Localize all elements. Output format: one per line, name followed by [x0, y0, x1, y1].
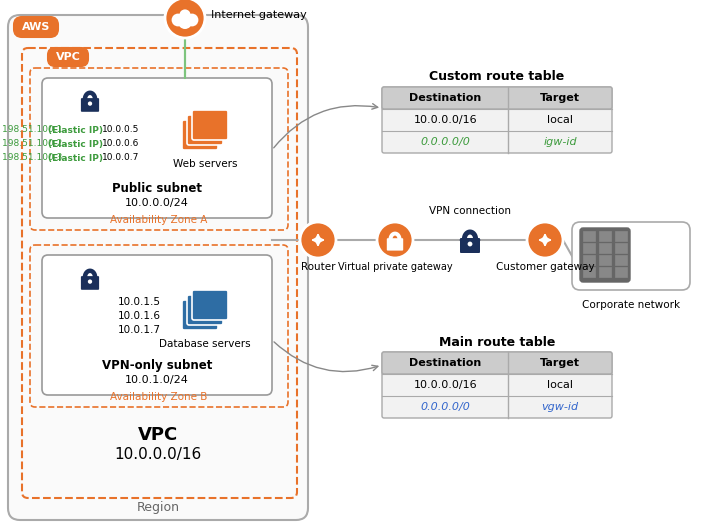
Text: Target: Target [541, 358, 581, 368]
Circle shape [468, 242, 472, 246]
Text: Web servers: Web servers [173, 159, 237, 169]
Circle shape [180, 10, 191, 21]
Text: Destination: Destination [409, 358, 482, 368]
Text: 0.0.0.0/0: 0.0.0.0/0 [420, 402, 470, 412]
Text: (Elastic IP): (Elastic IP) [48, 154, 106, 162]
FancyBboxPatch shape [583, 267, 595, 277]
Text: 10.0.0.0/24: 10.0.0.0/24 [125, 198, 189, 208]
FancyBboxPatch shape [382, 352, 612, 374]
FancyBboxPatch shape [192, 110, 228, 140]
FancyBboxPatch shape [382, 352, 612, 418]
Text: VPN connection: VPN connection [429, 206, 511, 216]
Text: 10.0.0.6: 10.0.0.6 [102, 139, 140, 148]
Text: local: local [548, 380, 574, 390]
Text: Router: Router [300, 262, 336, 272]
FancyBboxPatch shape [615, 255, 627, 265]
Text: Destination: Destination [409, 93, 482, 103]
Circle shape [165, 0, 205, 38]
Circle shape [178, 15, 192, 29]
FancyBboxPatch shape [599, 231, 611, 241]
Text: Availability Zone B: Availability Zone B [110, 392, 208, 402]
FancyBboxPatch shape [580, 228, 630, 282]
Text: 10.0.0.0/16: 10.0.0.0/16 [114, 447, 201, 462]
Text: 10.0.1.0/24: 10.0.1.0/24 [125, 375, 189, 385]
FancyBboxPatch shape [42, 255, 272, 395]
Text: Customer gateway: Customer gateway [496, 262, 595, 272]
Text: VPC: VPC [55, 52, 81, 62]
FancyBboxPatch shape [192, 290, 228, 320]
Circle shape [377, 222, 413, 258]
Circle shape [88, 279, 92, 284]
FancyBboxPatch shape [583, 243, 595, 253]
Text: Public subnet: Public subnet [112, 181, 202, 195]
Text: 10.0.0.5: 10.0.0.5 [102, 126, 140, 135]
Text: Corporate network: Corporate network [582, 300, 680, 310]
Text: 10.0.0.0/16: 10.0.0.0/16 [413, 115, 477, 125]
Text: Database servers: Database servers [159, 339, 251, 349]
Text: igw-id: igw-id [543, 137, 577, 147]
FancyBboxPatch shape [187, 295, 223, 325]
FancyBboxPatch shape [382, 87, 612, 109]
Circle shape [171, 14, 185, 27]
Text: 198.51.100.2: 198.51.100.2 [2, 139, 65, 148]
Circle shape [185, 14, 199, 27]
FancyBboxPatch shape [599, 243, 611, 253]
Text: 10.0.1.7: 10.0.1.7 [118, 325, 161, 335]
Text: AWS: AWS [22, 22, 50, 32]
FancyBboxPatch shape [599, 255, 611, 265]
Text: 198.51.100.1: 198.51.100.1 [2, 126, 65, 135]
FancyBboxPatch shape [615, 231, 627, 241]
Text: (Elastic IP): (Elastic IP) [48, 126, 106, 135]
FancyBboxPatch shape [583, 255, 595, 265]
Text: 0.0.0.0/0: 0.0.0.0/0 [420, 137, 470, 147]
Text: Availability Zone A: Availability Zone A [110, 215, 208, 225]
Text: Region: Region [136, 502, 180, 514]
Circle shape [527, 222, 563, 258]
FancyBboxPatch shape [48, 48, 88, 66]
FancyBboxPatch shape [615, 243, 627, 253]
FancyBboxPatch shape [182, 120, 218, 150]
FancyBboxPatch shape [460, 238, 480, 253]
Text: 10.0.1.5: 10.0.1.5 [118, 297, 161, 307]
FancyBboxPatch shape [42, 78, 272, 218]
Text: 10.0.1.6: 10.0.1.6 [118, 311, 161, 321]
FancyBboxPatch shape [572, 222, 690, 290]
Text: 198.51.100.3: 198.51.100.3 [2, 154, 65, 162]
Text: 10.0.0.7: 10.0.0.7 [102, 154, 140, 162]
Text: (Elastic IP): (Elastic IP) [48, 139, 106, 148]
Circle shape [300, 222, 336, 258]
Text: vgw-id: vgw-id [542, 402, 579, 412]
Text: Internet gateway: Internet gateway [211, 10, 307, 20]
FancyBboxPatch shape [81, 276, 99, 290]
FancyBboxPatch shape [615, 267, 627, 277]
FancyBboxPatch shape [583, 231, 595, 241]
Text: VPN-only subnet: VPN-only subnet [102, 359, 212, 371]
Text: Custom route table: Custom route table [430, 71, 564, 84]
FancyBboxPatch shape [182, 300, 218, 330]
Text: local: local [548, 115, 574, 125]
Text: VPC: VPC [138, 426, 178, 444]
Circle shape [393, 242, 397, 245]
Text: Target: Target [541, 93, 581, 103]
FancyBboxPatch shape [187, 115, 223, 145]
Text: 10.0.0.0/16: 10.0.0.0/16 [413, 380, 477, 390]
FancyBboxPatch shape [599, 267, 611, 277]
FancyBboxPatch shape [14, 17, 58, 37]
Text: Main route table: Main route table [439, 336, 555, 348]
Circle shape [88, 102, 92, 106]
FancyBboxPatch shape [8, 15, 308, 520]
FancyBboxPatch shape [382, 87, 612, 153]
FancyBboxPatch shape [81, 98, 99, 112]
Text: Virtual private gateway: Virtual private gateway [338, 262, 452, 272]
FancyBboxPatch shape [387, 238, 403, 251]
